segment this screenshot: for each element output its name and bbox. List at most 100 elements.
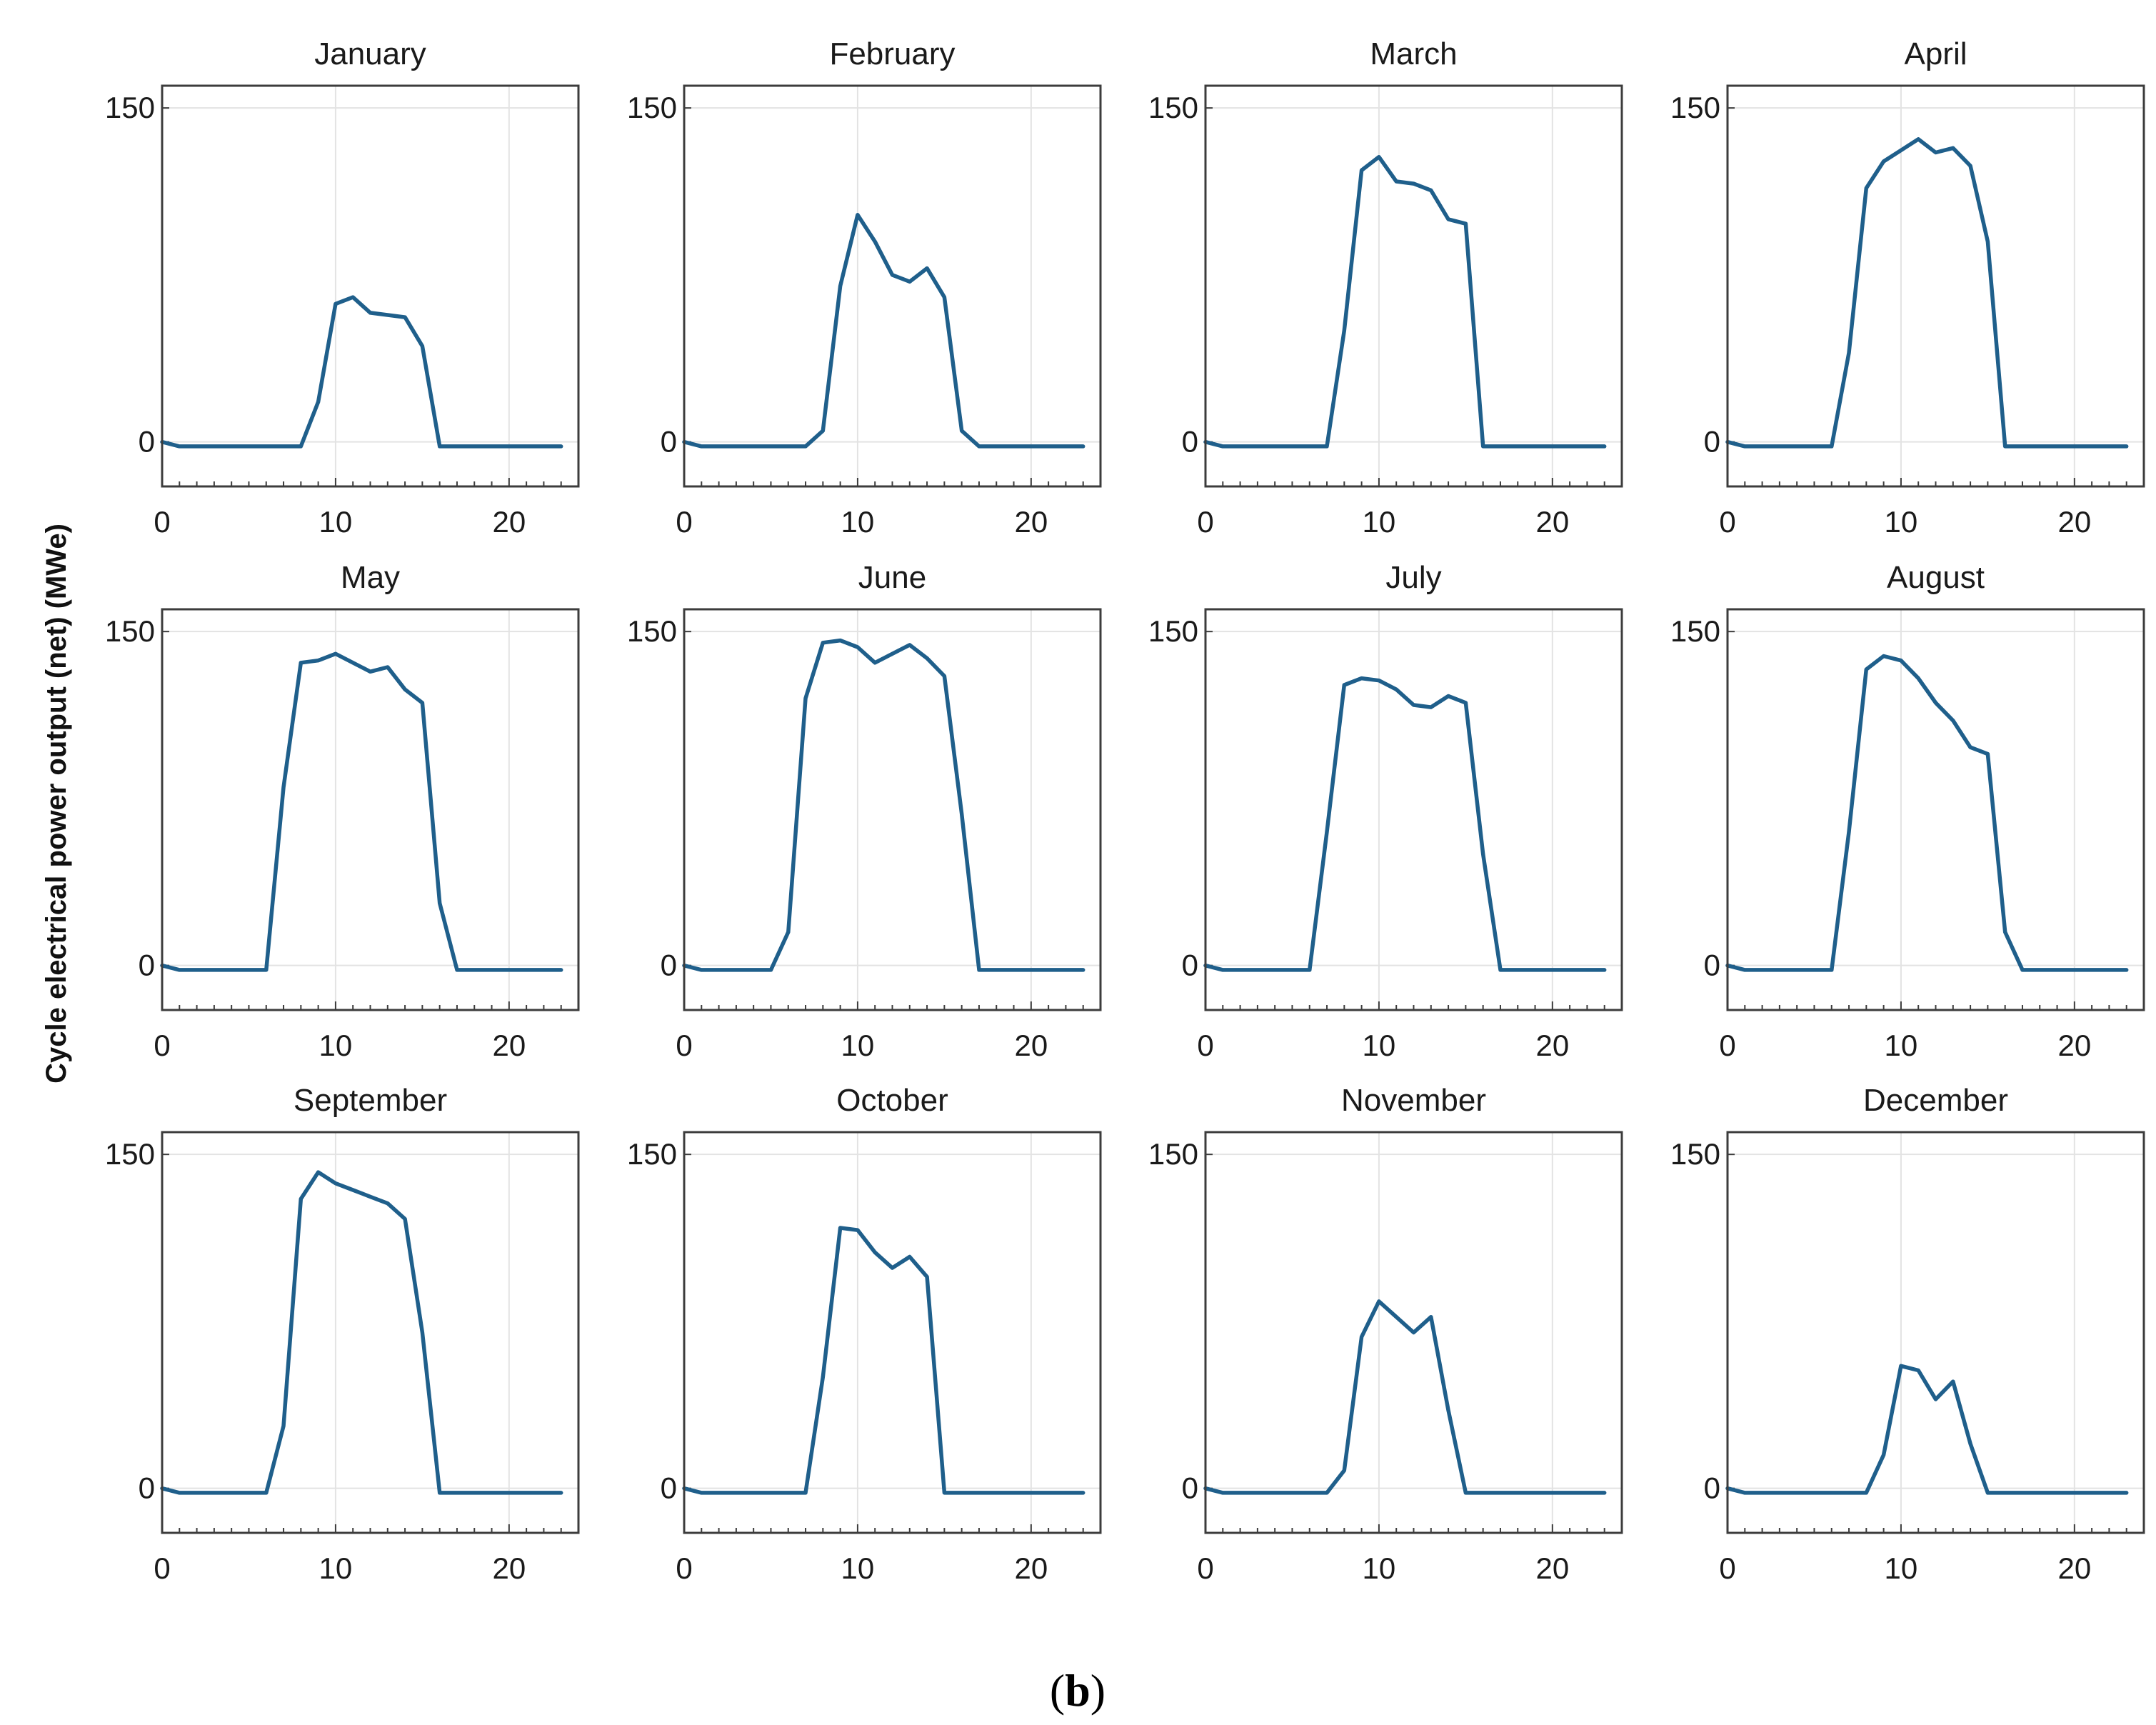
panel-december: December 0 10 20 0 150 xyxy=(1670,1083,2145,1585)
y-tick-label: 0 xyxy=(1704,949,1720,982)
panel-may: May 0 10 20 0 150 xyxy=(105,560,580,1062)
plot-area xyxy=(684,86,1100,486)
series-line-november xyxy=(1203,1299,1607,1495)
x-tick-label: 10 xyxy=(319,505,353,539)
y-tick-label: 0 xyxy=(661,425,677,459)
y-tick-label: 150 xyxy=(105,614,155,648)
x-tick-label: 0 xyxy=(676,1551,692,1585)
plot-area xyxy=(1728,1132,2144,1533)
x-tick-label: 0 xyxy=(676,1029,692,1062)
y-tick-label: 150 xyxy=(1148,1137,1198,1171)
x-tick-label: 10 xyxy=(1363,1029,1396,1062)
y-tick-label: 150 xyxy=(627,1137,677,1171)
panel-title: July xyxy=(1385,560,1441,595)
panel-september: September 0 10 20 0 150 xyxy=(105,1083,580,1585)
y-tick-label: 150 xyxy=(1670,91,1720,124)
panel-june: June 0 10 20 0 150 xyxy=(627,560,1102,1062)
x-tick-label: 20 xyxy=(1535,1551,1569,1585)
plot-frame xyxy=(683,1131,1102,1534)
panel-march: March 0 10 20 0 150 xyxy=(1148,36,1623,539)
plot-frame xyxy=(1726,84,2145,488)
x-tick-label: 10 xyxy=(319,1029,353,1062)
y-tick-label: 150 xyxy=(1670,1137,1720,1171)
x-tick-label: 20 xyxy=(2057,1551,2091,1585)
plot-frame xyxy=(1204,608,1623,1011)
y-tick-label: 0 xyxy=(1182,949,1198,982)
x-tick-label: 20 xyxy=(1535,505,1569,539)
y-tick-label: 0 xyxy=(139,949,155,982)
x-tick-label: 10 xyxy=(1885,505,1918,539)
x-tick-label: 0 xyxy=(1197,1029,1213,1062)
x-tick-label: 0 xyxy=(154,505,170,539)
y-tick-label: 0 xyxy=(661,1471,677,1505)
panel-title: August xyxy=(1887,560,1985,595)
y-tick-label: 150 xyxy=(105,1137,155,1171)
x-tick-label: 0 xyxy=(1197,1551,1213,1585)
x-tick-label: 10 xyxy=(1885,1551,1918,1585)
x-tick-label: 0 xyxy=(1197,505,1213,539)
x-tick-label: 10 xyxy=(1363,505,1396,539)
panel-title: October xyxy=(836,1083,948,1118)
y-tick-label: 150 xyxy=(1670,614,1720,648)
x-tick-label: 20 xyxy=(492,505,526,539)
panel-january: January 0 10 20 0 150 xyxy=(105,36,580,539)
x-tick-label: 10 xyxy=(1885,1029,1918,1062)
y-tick-label: 150 xyxy=(627,91,677,124)
plot-area xyxy=(1205,86,1622,486)
plot-frame xyxy=(1204,84,1623,488)
series-line-august xyxy=(1725,654,2129,972)
caption-close-paren: ) xyxy=(1090,1665,1105,1716)
plot-frame xyxy=(683,608,1102,1011)
plot-frame xyxy=(161,84,580,488)
plot-area xyxy=(1728,86,2144,486)
panel-title: May xyxy=(341,560,400,595)
y-tick-label: 0 xyxy=(661,949,677,982)
plot-frame xyxy=(1204,1131,1623,1534)
panel-october: October 0 10 20 0 150 xyxy=(627,1083,1102,1585)
panel-april: April 0 10 20 0 150 xyxy=(1670,36,2145,539)
caption-open-paren: ( xyxy=(1050,1665,1065,1716)
plot-frame xyxy=(683,84,1102,488)
panel-title: January xyxy=(314,36,426,71)
plot-area xyxy=(684,609,1100,1010)
panel-august: August 0 10 20 0 150 xyxy=(1670,560,2145,1062)
plot-frame xyxy=(1726,608,2145,1011)
x-tick-label: 0 xyxy=(154,1029,170,1062)
series-line-september xyxy=(160,1170,563,1495)
x-tick-label: 10 xyxy=(1363,1551,1396,1585)
series-line-june xyxy=(682,638,1085,972)
y-tick-label: 150 xyxy=(1148,614,1198,648)
x-tick-label: 20 xyxy=(2057,1029,2091,1062)
panel-grid: January 0 10 20 0 150 February 0 10 20 0 150 March 0 1… xyxy=(105,36,2145,1585)
series-line-may xyxy=(160,651,563,972)
x-tick-label: 20 xyxy=(2057,505,2091,539)
y-tick-label: 0 xyxy=(139,1471,155,1505)
plot-area xyxy=(162,1132,578,1533)
plot-area xyxy=(162,86,578,486)
x-tick-label: 0 xyxy=(1719,1551,1735,1585)
y-tick-label: 0 xyxy=(1182,425,1198,459)
x-tick-label: 20 xyxy=(492,1551,526,1585)
x-tick-label: 20 xyxy=(1535,1029,1569,1062)
series-line-january xyxy=(160,295,563,449)
panel-title: November xyxy=(1341,1083,1486,1118)
panel-title: February xyxy=(829,36,955,71)
panel-november: November 0 10 20 0 150 xyxy=(1148,1083,1623,1585)
x-tick-label: 0 xyxy=(154,1551,170,1585)
y-tick-label: 150 xyxy=(1148,91,1198,124)
panel-title: June xyxy=(858,560,926,595)
panel-title: April xyxy=(1904,36,1967,71)
x-tick-label: 0 xyxy=(1719,505,1735,539)
x-tick-label: 10 xyxy=(841,505,875,539)
plot-frame xyxy=(161,1131,580,1534)
x-tick-label: 10 xyxy=(841,1029,875,1062)
series-line-december xyxy=(1725,1364,2129,1495)
x-tick-label: 10 xyxy=(319,1551,353,1585)
plot-frame xyxy=(161,608,580,1011)
plot-area xyxy=(162,609,578,1010)
panel-february: February 0 10 20 0 150 xyxy=(627,36,1102,539)
panel-july: July 0 10 20 0 150 xyxy=(1148,560,1623,1062)
panel-title: March xyxy=(1370,36,1457,71)
y-tick-label: 0 xyxy=(1704,425,1720,459)
